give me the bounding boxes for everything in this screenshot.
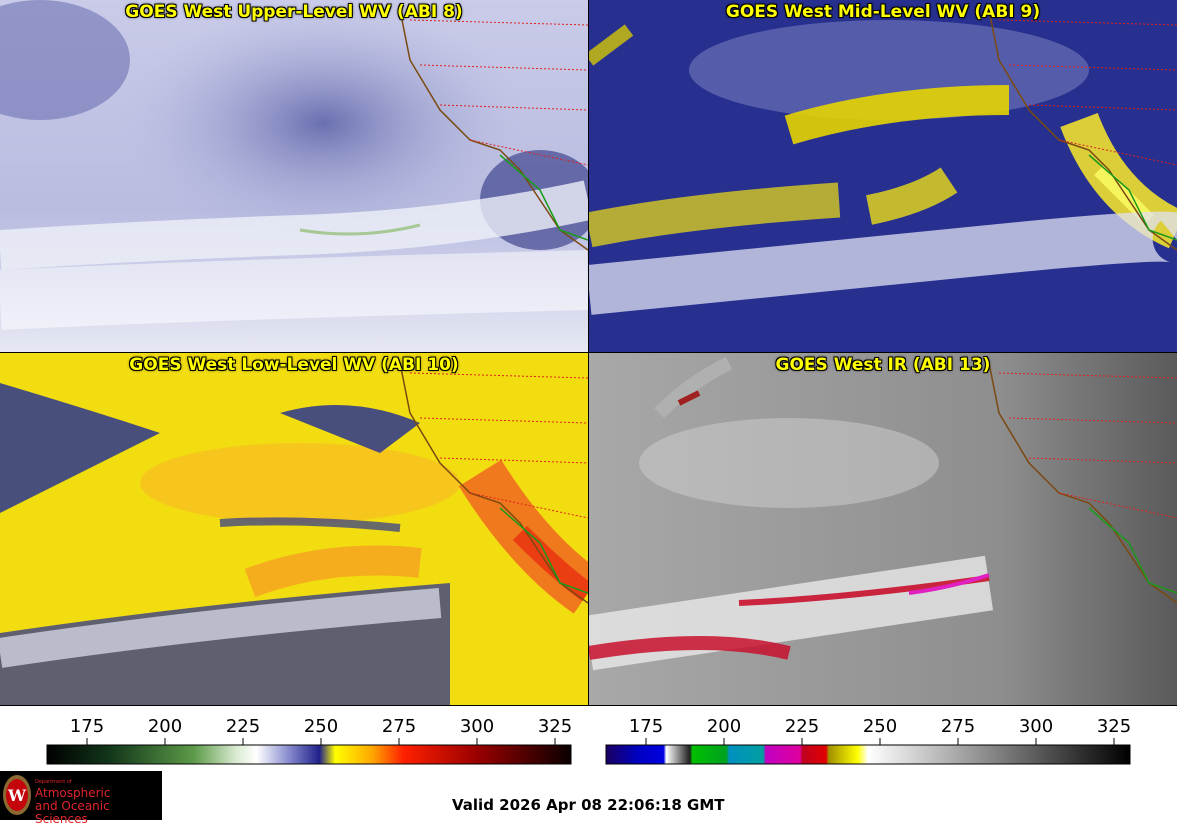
tick-label: 275 — [941, 716, 975, 737]
tick-label: 175 — [70, 716, 104, 737]
panel-title: GOES West Mid-Level WV (ABI 9) — [725, 2, 1041, 22]
logo-dept-text: Department of — [35, 779, 72, 785]
panel-title: GOES West IR (ABI 13) — [775, 355, 991, 375]
bottom-border — [0, 705, 1177, 706]
ir-colorbar-strip — [605, 744, 1131, 765]
tick-label: 250 — [304, 716, 338, 737]
panel-upper-level-wv: GOES West Upper-Level WV (ABI 8) — [0, 0, 588, 352]
tick-label: 175 — [629, 716, 663, 737]
tick-label: 200 — [707, 716, 741, 737]
tick-label: 200 — [148, 716, 182, 737]
wv-colorbar-strip — [46, 744, 572, 765]
panel-title: GOES West Upper-Level WV (ABI 8) — [125, 2, 463, 22]
tick-label: 225 — [785, 716, 819, 737]
tick-label: 250 — [863, 716, 897, 737]
logo-name-line2: and Oceanic Sciences — [35, 799, 110, 826]
ir-colorbar: 175 200 225 250 275 300 325 — [605, 716, 1131, 765]
panel-ir: GOES West IR (ABI 13) — [589, 353, 1177, 705]
svg-text:W: W — [7, 786, 27, 805]
mid-level-wv-image — [589, 0, 1177, 352]
panel-low-level-wv: GOES West Low-Level WV (ABI 10) — [0, 353, 588, 705]
low-level-wv-image — [0, 353, 588, 705]
horizontal-divider — [0, 352, 1177, 353]
tick-label: 325 — [538, 716, 572, 737]
tick-label: 325 — [1097, 716, 1131, 737]
ir-image — [589, 353, 1177, 705]
logo-name-text: Atmospheric and Oceanic Sciences — [35, 787, 162, 826]
valid-time: Valid 2026 Apr 08 22:06:18 GMT — [452, 796, 725, 814]
aos-logo: W Department of Atmospheric and Oceanic … — [0, 771, 162, 826]
logo-name-line1: Atmospheric — [35, 786, 111, 800]
upper-level-wv-image — [0, 0, 588, 352]
panel-mid-level-wv: GOES West Mid-Level WV (ABI 9) — [589, 0, 1177, 352]
panel-title: GOES West Low-Level WV (ABI 10) — [129, 355, 459, 375]
tick-label: 300 — [1019, 716, 1053, 737]
tick-label: 275 — [382, 716, 416, 737]
tick-label: 300 — [460, 716, 494, 737]
wv-colorbar: 175 200 225 250 275 300 325 — [46, 716, 572, 765]
tick-label: 225 — [226, 716, 260, 737]
uw-seal-icon: W — [3, 775, 31, 815]
